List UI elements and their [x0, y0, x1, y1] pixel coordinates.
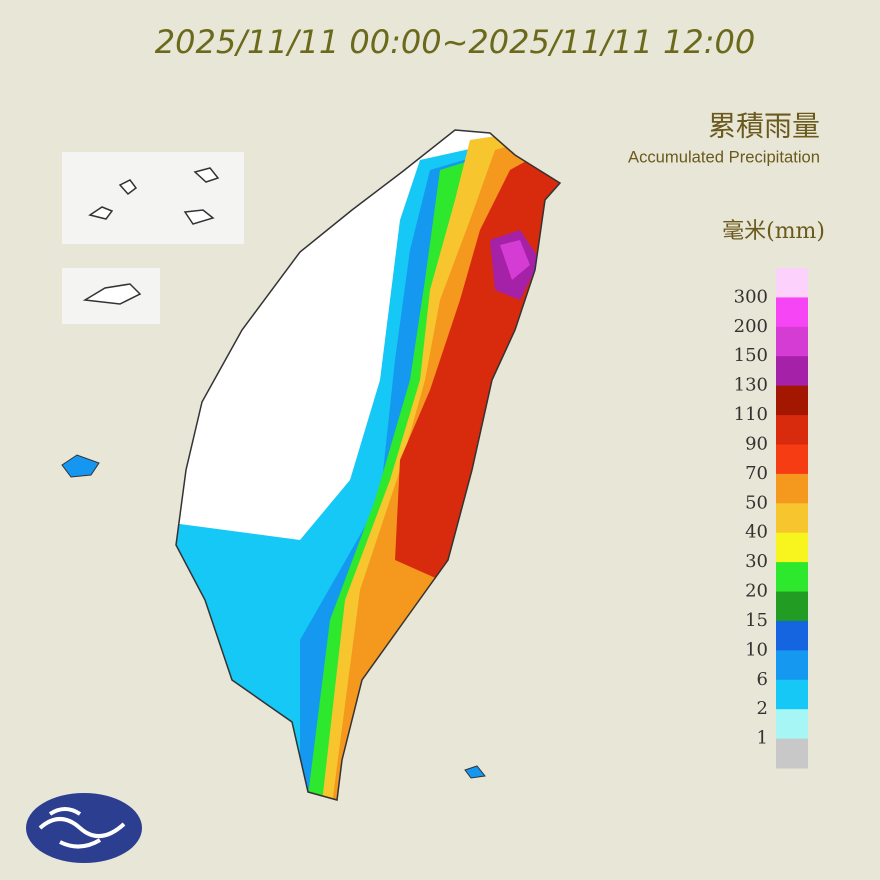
- legend-label: 50: [745, 492, 768, 513]
- legend-label: 30: [745, 551, 768, 572]
- legend-unit: 毫米(mm): [722, 219, 825, 244]
- legend-swatch: [776, 738, 808, 769]
- inset-box: [62, 152, 244, 244]
- legend-label: 70: [745, 463, 768, 484]
- legend-swatch: [776, 591, 808, 622]
- legend-swatch: [776, 620, 808, 651]
- legend-swatch: [776, 650, 808, 681]
- legend-label: 300: [734, 286, 768, 307]
- legend-swatch: [776, 415, 808, 445]
- legend-swatch: [776, 473, 808, 504]
- legend-swatch: [776, 444, 808, 475]
- legend-swatch: [776, 562, 808, 593]
- legend-swatch: [776, 268, 808, 298]
- legend-swatch: [776, 297, 808, 328]
- legend-label: 15: [745, 610, 768, 631]
- logo-waves: [38, 807, 126, 849]
- legend-label: 150: [734, 345, 768, 366]
- title-zh: 累積雨量: [708, 110, 820, 143]
- legend-label: 10: [745, 639, 768, 660]
- legend-label: 6: [757, 669, 768, 690]
- legend-label: 2: [757, 698, 768, 719]
- legend-label: 40: [745, 522, 768, 543]
- legend-label: 130: [734, 375, 768, 396]
- legend-swatch: [776, 326, 808, 357]
- legend-swatch: [776, 709, 808, 740]
- coastline: [175, 129, 562, 801]
- legend-swatch: [776, 356, 808, 387]
- legend-label: 20: [745, 581, 768, 602]
- legend-label: 90: [745, 433, 768, 454]
- title: 2025/11/11 00:00~2025/11/11 12:00: [155, 23, 755, 61]
- legend-label: 110: [734, 404, 768, 425]
- legend: 300 200 150 130 110 90 70 50 40 30 20 15 10 6 2 1: [734, 268, 808, 769]
- legend-label: 200: [734, 316, 768, 337]
- inset-islands: [82, 167, 220, 305]
- islands: [61, 454, 486, 779]
- logo: [26, 793, 142, 863]
- legend-swatch: [776, 679, 808, 710]
- legend-label: 1: [757, 728, 768, 749]
- legend-swatch: [776, 532, 808, 563]
- legend-swatch: [776, 503, 808, 534]
- legend-swatch: [776, 385, 808, 416]
- subtitle-en: Accumulated Precipitation: [628, 147, 820, 166]
